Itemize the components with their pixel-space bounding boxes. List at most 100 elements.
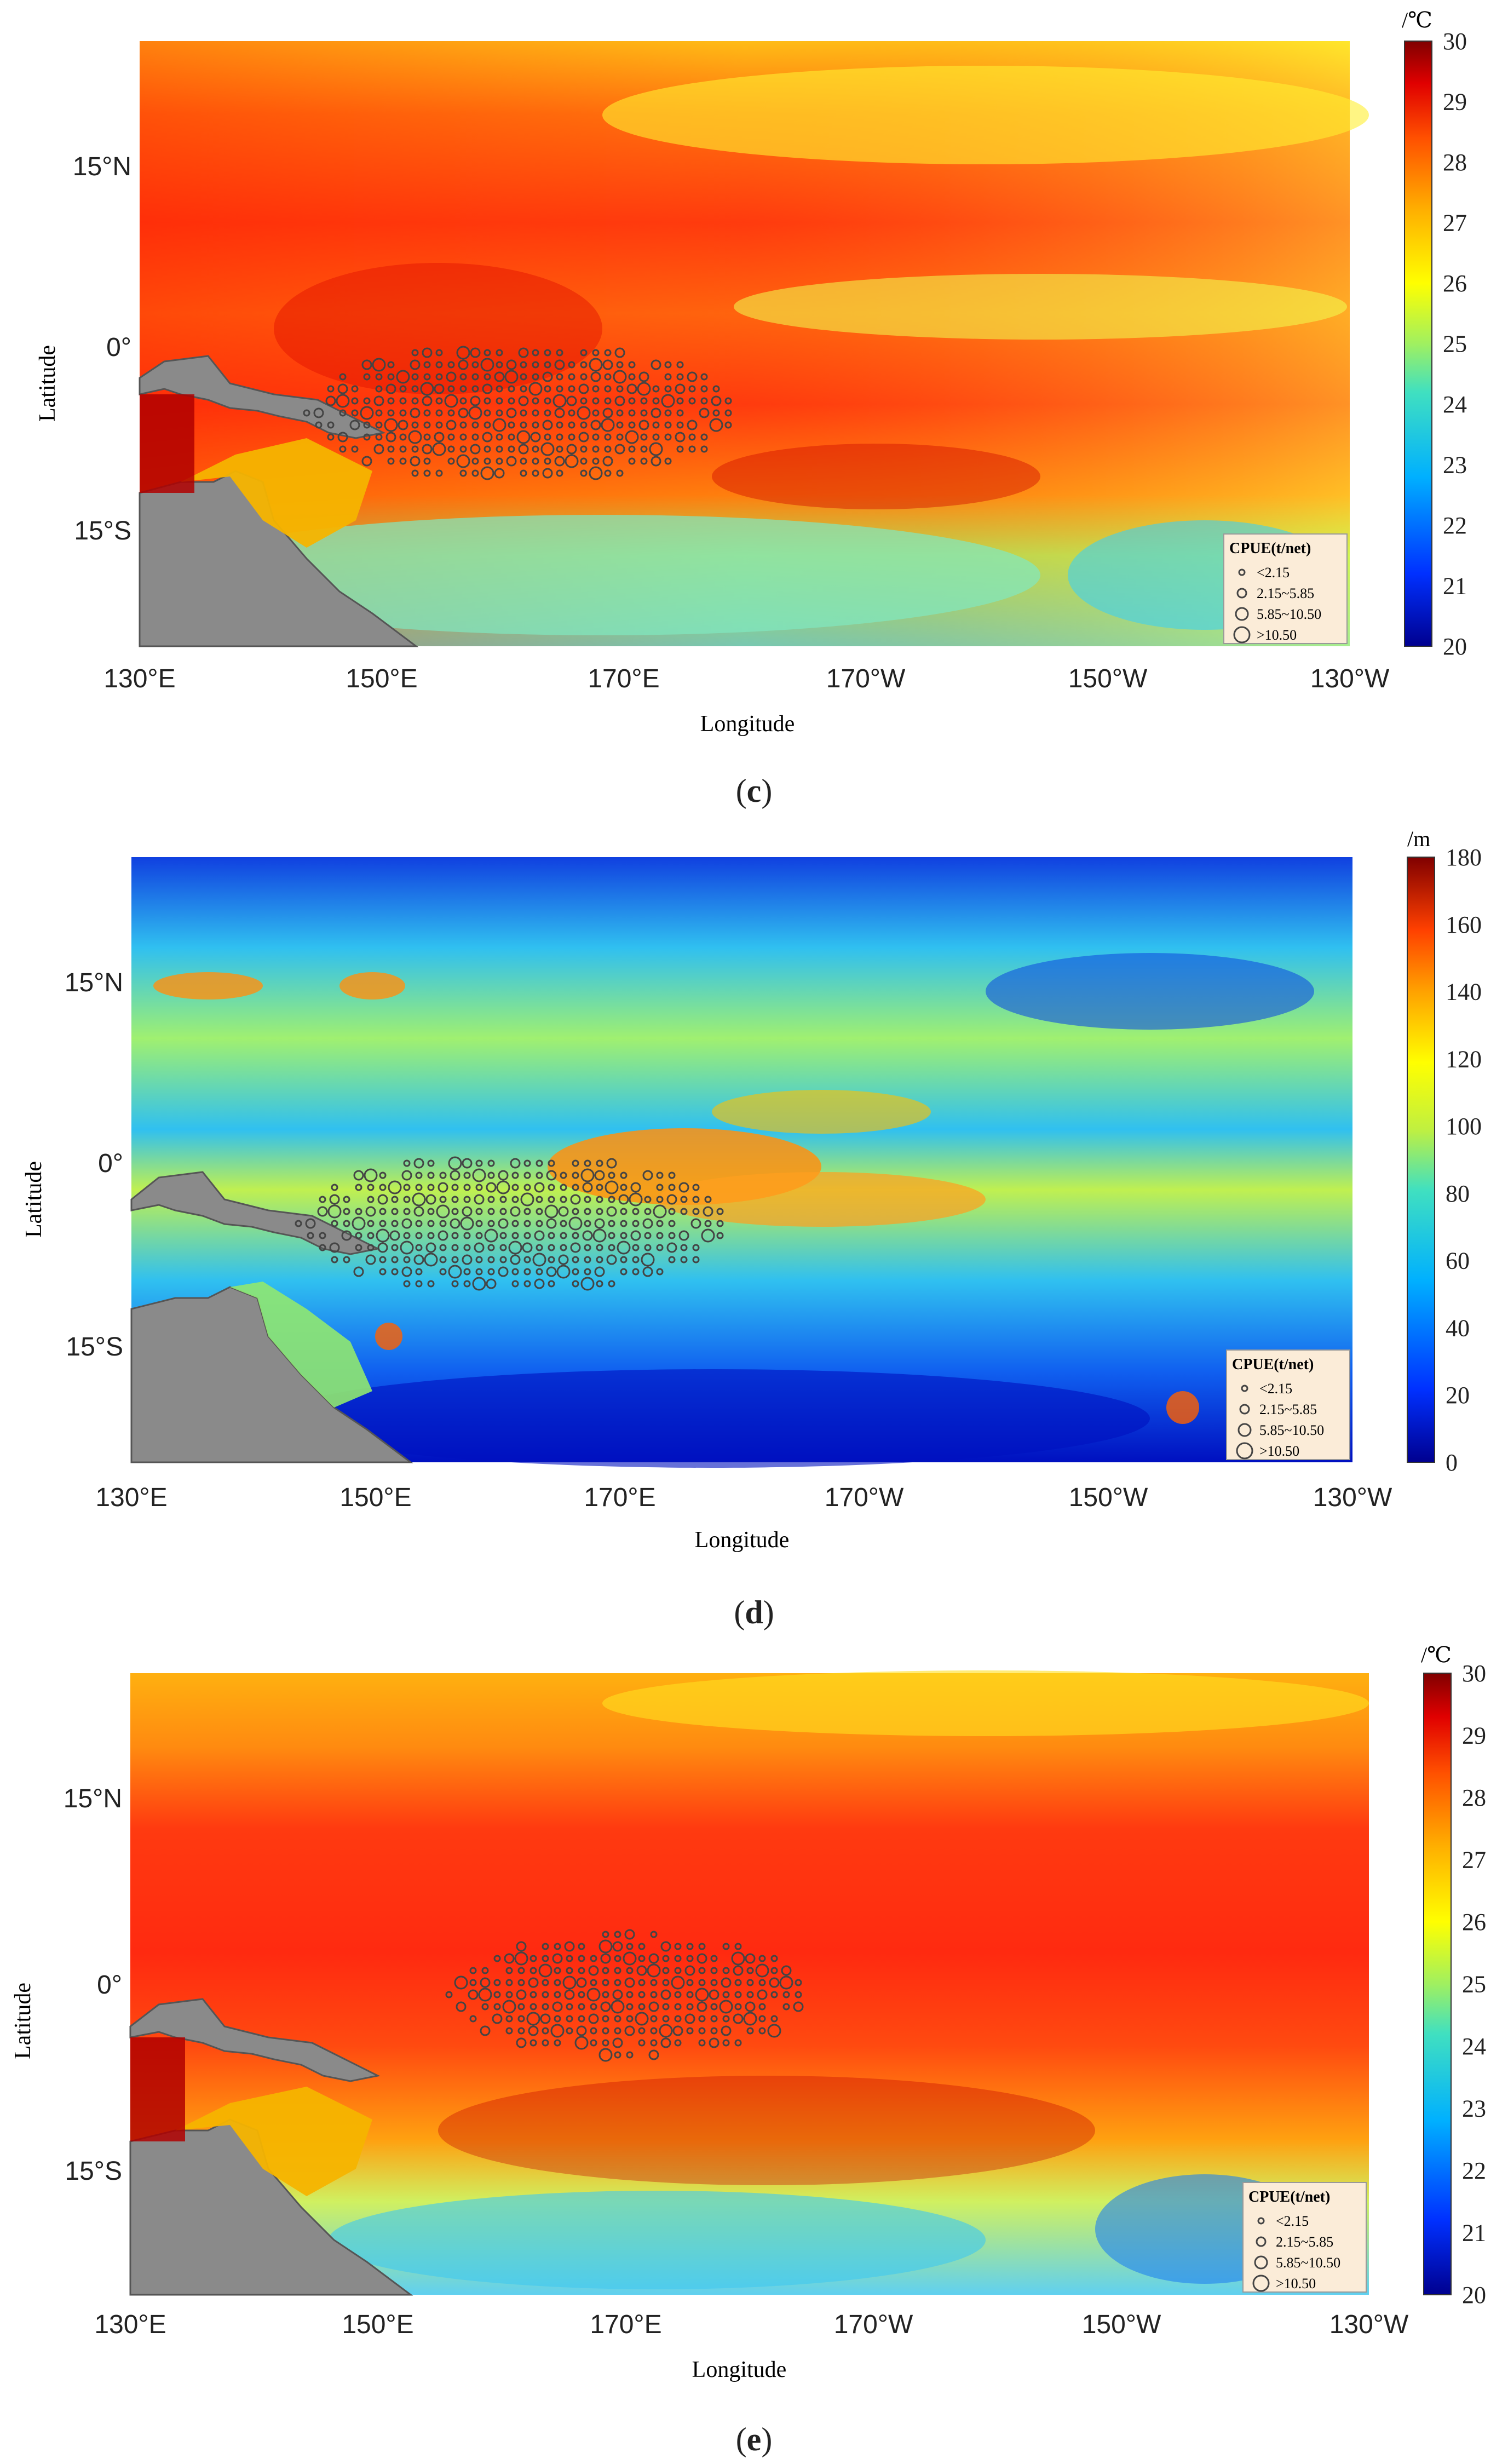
cpue-marker xyxy=(496,433,503,441)
y-tick-2: 15°S xyxy=(74,516,131,545)
cpue-marker xyxy=(704,1220,712,1227)
cpue-marker xyxy=(410,407,421,418)
cpue-marker xyxy=(508,445,515,453)
cpue-marker xyxy=(672,2025,683,2036)
cpue-marker xyxy=(556,445,563,453)
colorbar xyxy=(1404,41,1432,647)
cpue-marker xyxy=(629,1192,643,1207)
cpue-marker xyxy=(674,2015,682,2023)
cpue-marker xyxy=(505,1991,513,1998)
cpue-marker xyxy=(614,1967,621,1974)
cpue-marker xyxy=(329,1194,340,1205)
cpue-marker xyxy=(700,433,708,441)
cpue-marker xyxy=(375,409,383,417)
cpue-marker xyxy=(656,1220,664,1227)
cpue-marker xyxy=(686,2003,694,2011)
colorbar-tick-1: 29 xyxy=(1443,89,1467,116)
cpue-marker xyxy=(668,1220,676,1227)
cpue-marker xyxy=(435,421,443,429)
cpue-marker xyxy=(498,1170,509,1181)
cpue-marker xyxy=(435,361,443,369)
cpue-marker xyxy=(415,1220,423,1227)
cpue-marker xyxy=(698,2039,706,2047)
cpue-marker xyxy=(355,1184,362,1191)
cpue-marker xyxy=(626,1943,634,1950)
cpue-marker xyxy=(638,1979,646,1986)
cpue-marker xyxy=(674,1943,682,1950)
cpue-marker xyxy=(596,1184,603,1191)
cpue-marker xyxy=(592,445,600,453)
cpue-marker xyxy=(572,1184,579,1191)
cpue-marker xyxy=(628,457,636,465)
y-tick-1: 0° xyxy=(106,333,131,362)
cpue-marker xyxy=(504,370,519,384)
cpue-marker xyxy=(604,397,612,405)
cpue-marker xyxy=(499,1196,507,1203)
cpue-marker xyxy=(475,1208,483,1215)
cpue-marker xyxy=(532,373,539,381)
cpue-marker xyxy=(690,1218,701,1229)
legend-item-2: 2.15~5.85 xyxy=(1259,1402,1317,1417)
cpue-marker xyxy=(676,421,684,429)
cpue-marker xyxy=(447,445,455,453)
cpue-marker xyxy=(520,457,527,465)
cpue-marker xyxy=(351,385,359,393)
cpue-marker xyxy=(719,2000,733,2014)
cpue-marker xyxy=(529,1955,537,1962)
cpue-marker xyxy=(451,1244,459,1251)
cpue-marker xyxy=(478,1988,492,2002)
cpue-marker xyxy=(568,421,575,429)
cpue-marker xyxy=(612,2037,623,2048)
cpue-marker xyxy=(608,1171,615,1179)
cpue-marker xyxy=(387,409,395,417)
cpue-marker xyxy=(542,468,553,479)
cpue-marker xyxy=(692,1256,700,1263)
cpue-marker xyxy=(616,361,624,369)
cpue-marker xyxy=(463,1184,471,1191)
cpue-marker xyxy=(782,1991,790,1998)
cpue-marker xyxy=(700,385,708,393)
cpue-marker xyxy=(554,1967,561,1974)
cpue-marker xyxy=(598,1939,613,1954)
cpue-marker xyxy=(649,442,663,456)
cpue-marker xyxy=(548,1280,555,1288)
cpue-marker xyxy=(295,1220,302,1227)
cpue-marker xyxy=(580,421,588,429)
cpue-marker xyxy=(620,1208,628,1215)
cpue-marker xyxy=(734,1979,742,1986)
cpue-marker xyxy=(367,1184,375,1191)
x-tick-5: 130°W xyxy=(1329,2310,1409,2339)
cpue-marker xyxy=(496,1180,510,1194)
cpue-marker xyxy=(770,1991,778,1998)
cpue-marker xyxy=(339,445,347,453)
cpue-marker xyxy=(722,2015,730,2023)
cpue-marker xyxy=(770,1967,778,1974)
cpue-marker xyxy=(554,1979,561,1986)
cpue-marker xyxy=(528,2025,539,2036)
cpue-marker xyxy=(401,1170,412,1181)
colorbar-tick-6: 24 xyxy=(1462,2033,1486,2060)
cpue-marker xyxy=(548,1159,555,1167)
caption-d: (d) xyxy=(734,1594,774,1630)
cpue-marker xyxy=(620,1171,628,1179)
cpue-marker xyxy=(596,1196,603,1203)
cpue-marker xyxy=(675,432,686,443)
cpue-marker xyxy=(616,409,624,417)
cpue-marker xyxy=(745,2001,756,2012)
cpue-marker xyxy=(484,349,491,357)
cpue-marker xyxy=(604,349,612,357)
cpue-marker xyxy=(484,445,491,453)
cpue-marker xyxy=(387,457,395,465)
cpue-marker xyxy=(590,371,601,382)
cpue-marker xyxy=(511,1232,519,1239)
cpue-marker xyxy=(339,373,347,381)
cpue-marker xyxy=(487,1208,495,1215)
panel-e: CPUE(t/net) <2.15 2.15~5.85 5.85~10.50 >… xyxy=(0,1638,1508,2464)
cpue-marker xyxy=(396,370,410,384)
cpue-marker xyxy=(668,1256,676,1263)
cpue-marker xyxy=(767,2024,781,2038)
cpue-marker xyxy=(700,373,708,381)
cpue-marker xyxy=(379,1184,387,1191)
y-axis-label: Latitude xyxy=(10,1983,36,2059)
cpue-marker xyxy=(624,2025,635,2036)
